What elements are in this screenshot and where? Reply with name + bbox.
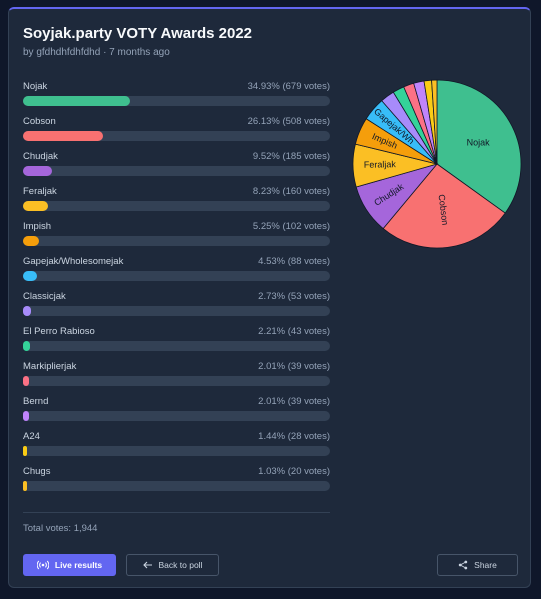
result-label: Chugs bbox=[23, 466, 51, 477]
result-bar-track bbox=[23, 166, 330, 176]
result-stats: 26.13% (508 votes) bbox=[247, 116, 330, 127]
broadcast-icon bbox=[36, 560, 49, 570]
result-label: Markiplierjak bbox=[23, 361, 77, 372]
result-row: El Perro Rabioso 2.21% (43 votes) bbox=[23, 326, 330, 361]
result-bar-fill bbox=[23, 271, 37, 281]
result-label: El Perro Rabioso bbox=[23, 326, 95, 337]
result-bar-fill bbox=[23, 481, 27, 491]
result-bar-track bbox=[23, 376, 330, 386]
result-row: Bernd 2.01% (39 votes) bbox=[23, 396, 330, 431]
results-list: Nojak 34.93% (679 votes) Cobson 26.13% (508… bbox=[23, 81, 330, 501]
result-stats: 2.21% (43 votes) bbox=[258, 326, 330, 337]
result-bar-track bbox=[23, 131, 330, 141]
back-to-poll-label: Back to poll bbox=[158, 560, 203, 570]
result-label: Cobson bbox=[23, 116, 56, 127]
result-bar-track bbox=[23, 481, 330, 491]
result-stats: 5.25% (102 votes) bbox=[252, 221, 330, 232]
result-bar-fill bbox=[23, 236, 40, 246]
result-bar-track bbox=[23, 306, 330, 316]
share-button[interactable]: Share bbox=[437, 554, 518, 576]
result-label: Feraljak bbox=[23, 186, 57, 197]
result-bar-fill bbox=[23, 96, 131, 106]
result-row: Classicjak 2.73% (53 votes) bbox=[23, 291, 330, 326]
arrow-left-icon bbox=[142, 561, 153, 569]
result-row: Cobson 26.13% (508 votes) bbox=[23, 116, 330, 151]
result-bar-track bbox=[23, 236, 330, 246]
result-bar-fill bbox=[23, 446, 28, 456]
result-label: Chudjak bbox=[23, 151, 58, 162]
live-results-label: Live results bbox=[54, 560, 103, 570]
result-stats: 1.44% (28 votes) bbox=[258, 431, 330, 442]
pie-slice-label: Cobson bbox=[437, 194, 451, 226]
result-bar-track bbox=[23, 341, 330, 351]
result-label: Bernd bbox=[23, 396, 49, 407]
result-stats: 2.01% (39 votes) bbox=[258, 396, 330, 407]
poll-results-card: Soyjak.party VOTY Awards 2022 by gfdhdhf… bbox=[8, 7, 531, 588]
result-bar-track bbox=[23, 446, 330, 456]
result-label: Classicjak bbox=[23, 291, 66, 302]
result-stats: 34.93% (679 votes) bbox=[247, 81, 330, 92]
result-bar-fill bbox=[23, 201, 49, 211]
result-bar-track bbox=[23, 96, 330, 106]
result-bar-track bbox=[23, 201, 330, 211]
divider bbox=[23, 512, 330, 513]
result-row: Chugs 1.03% (20 votes) bbox=[23, 466, 330, 501]
pie-slice-label: Nojak bbox=[467, 137, 491, 147]
result-label: A24 bbox=[23, 431, 40, 442]
result-stats: 8.23% (160 votes) bbox=[252, 186, 330, 197]
result-label: Nojak bbox=[23, 81, 48, 92]
result-row: Chudjak 9.52% (185 votes) bbox=[23, 151, 330, 186]
result-row: Gapejak/Wholesomejak 4.53% (88 votes) bbox=[23, 256, 330, 291]
result-label: Gapejak/Wholesomejak bbox=[23, 256, 124, 267]
share-label: Share bbox=[474, 560, 497, 570]
result-stats: 9.52% (185 votes) bbox=[252, 151, 330, 162]
result-stats: 2.01% (39 votes) bbox=[258, 361, 330, 372]
pie-slice-label: Feraljak bbox=[364, 159, 397, 170]
pie-slice bbox=[436, 79, 522, 214]
result-row: Impish 5.25% (102 votes) bbox=[23, 221, 330, 256]
pie-slice bbox=[431, 79, 438, 165]
result-row: Nojak 34.93% (679 votes) bbox=[23, 81, 330, 116]
result-bar-fill bbox=[23, 341, 30, 351]
result-row: A24 1.44% (28 votes) bbox=[23, 431, 330, 466]
result-stats: 4.53% (88 votes) bbox=[258, 256, 330, 267]
result-row: Markiplierjak 2.01% (39 votes) bbox=[23, 361, 330, 396]
result-bar-fill bbox=[23, 131, 104, 141]
result-bar-track bbox=[23, 411, 330, 421]
results-pie-chart: NojakCobsonChudjakFeraljakImpishGapejak/… bbox=[352, 79, 522, 249]
result-bar-track bbox=[23, 271, 330, 281]
result-row: Feraljak 8.23% (160 votes) bbox=[23, 186, 330, 221]
result-bar-fill bbox=[23, 166, 53, 176]
live-results-button[interactable]: Live results bbox=[23, 554, 116, 576]
result-bar-fill bbox=[23, 306, 32, 316]
result-bar-fill bbox=[23, 376, 30, 386]
pie-slice bbox=[382, 163, 506, 249]
poll-title: Soyjak.party VOTY Awards 2022 bbox=[23, 25, 253, 42]
poll-byline: by gfdhdhfdhfdhd · 7 months ago bbox=[23, 47, 170, 58]
result-stats: 2.73% (53 votes) bbox=[258, 291, 330, 302]
share-icon bbox=[458, 560, 468, 570]
total-votes: Total votes: 1,944 bbox=[23, 523, 98, 534]
result-stats: 1.03% (20 votes) bbox=[258, 466, 330, 477]
result-label: Impish bbox=[23, 221, 51, 232]
result-bar-fill bbox=[23, 411, 30, 421]
back-to-poll-button[interactable]: Back to poll bbox=[126, 554, 219, 576]
